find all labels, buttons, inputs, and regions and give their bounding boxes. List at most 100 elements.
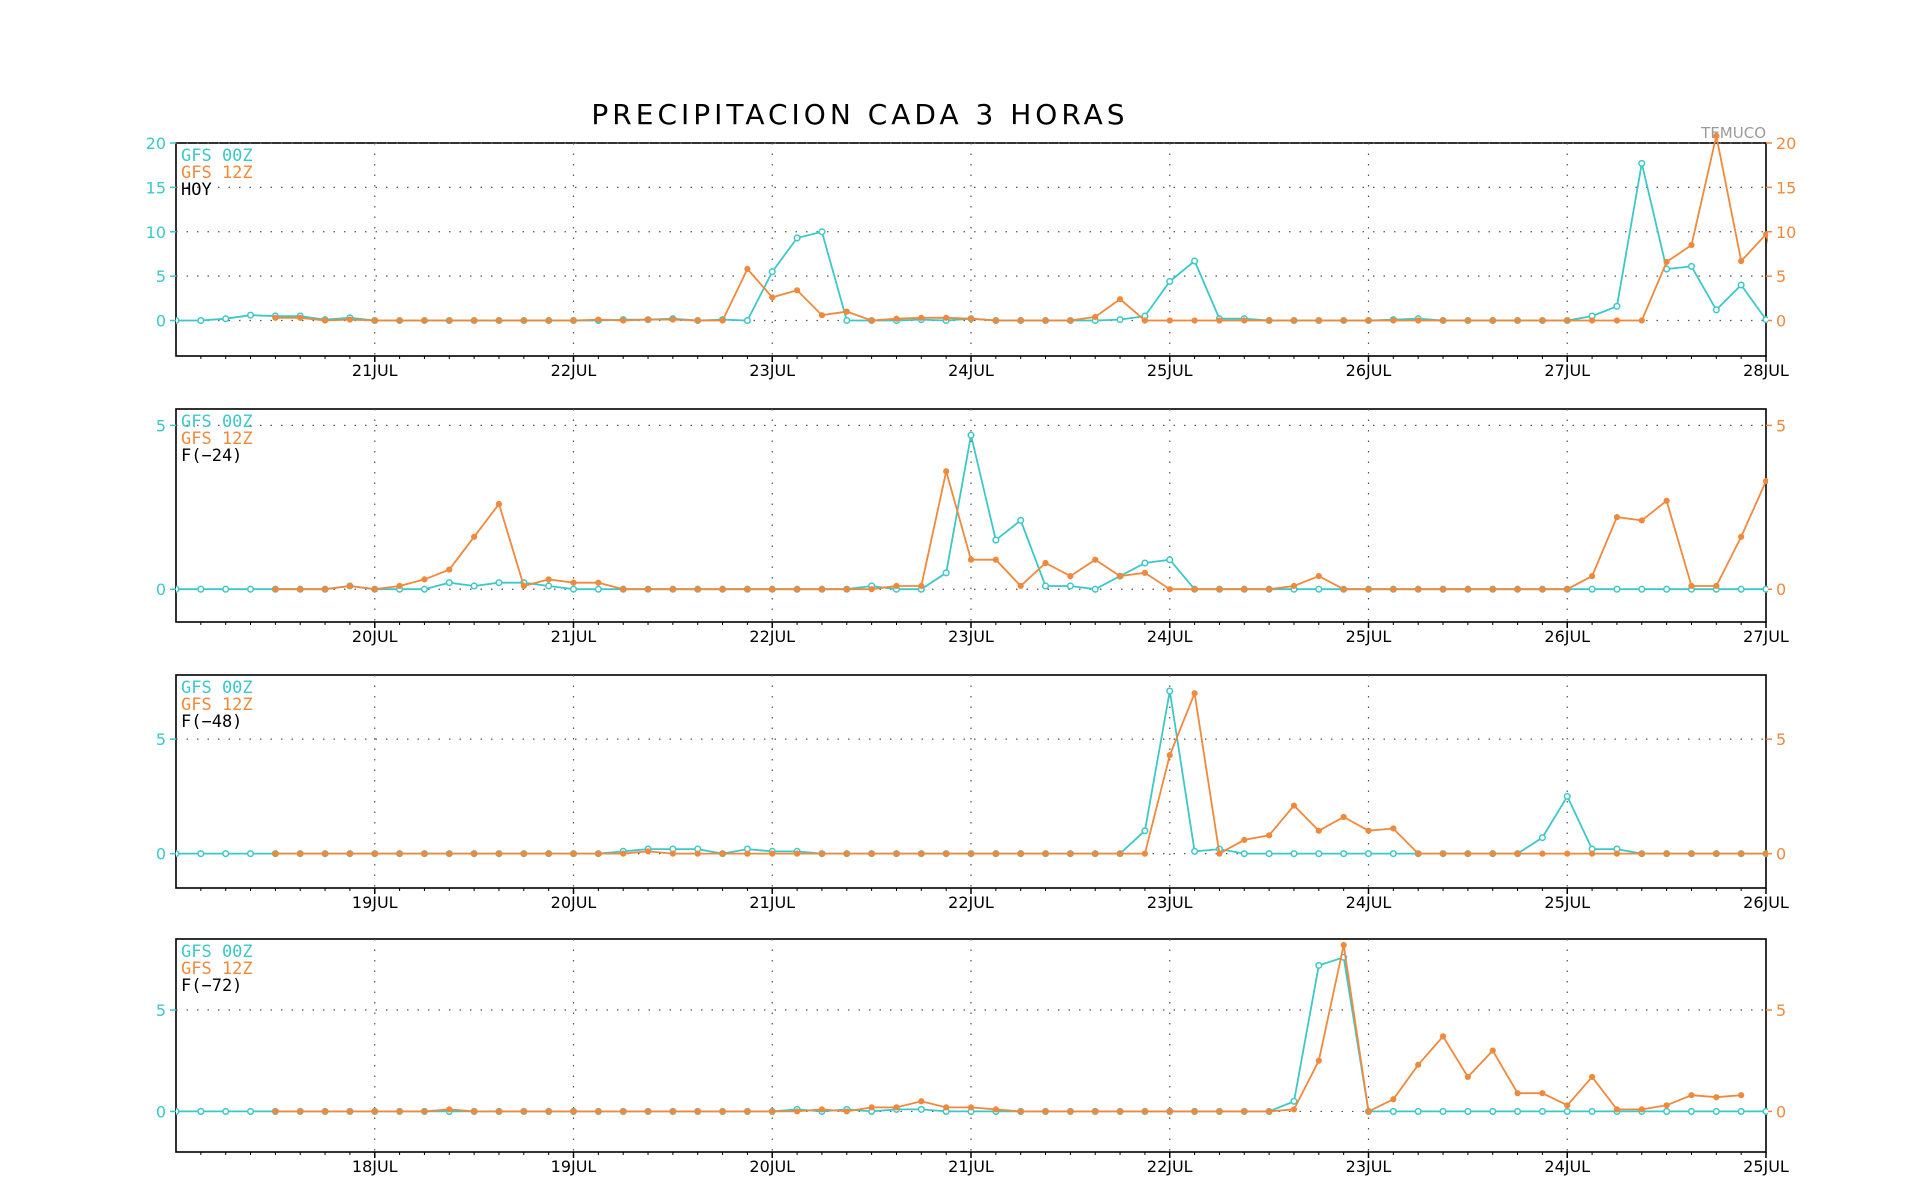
data-point [272,586,279,593]
data-point [1713,132,1720,139]
data-point [1067,573,1074,580]
data-point [1116,850,1124,857]
data-point [1663,497,1670,504]
x-tick-label: 19JUL [352,893,398,912]
data-point [495,579,503,587]
data-point [744,1108,751,1115]
data-point [371,1108,378,1115]
data-point [1564,1102,1571,1109]
data-point [520,1108,527,1115]
data-point [1017,850,1024,857]
data-point [1464,317,1471,324]
data-point [1439,850,1447,857]
data-point [197,316,205,325]
y-tick-label-left: 10 [146,223,166,242]
data-point [893,850,900,857]
data-point [1340,850,1348,858]
data-point [719,1108,726,1115]
data-point [967,850,975,857]
data-point [818,228,826,236]
data-point [1737,1107,1745,1115]
data-point [1017,1108,1024,1115]
data-point [197,585,205,593]
data-point [744,265,751,273]
x-tick-label: 25JUL [1346,627,1392,646]
data-point [570,850,577,857]
data-point [769,1108,776,1115]
x-tick-label: 25JUL [1544,893,1590,912]
data-point [570,317,577,324]
data-point [1538,834,1546,842]
data-point [1092,313,1099,321]
station-label: TEMUCO [1700,124,1766,142]
data-point [967,1104,975,1111]
data-point [321,1108,329,1115]
data-point [346,316,354,323]
data-point [197,1107,205,1115]
data-point [917,1105,925,1113]
data-point [620,586,627,593]
data-point [1364,850,1373,858]
data-point [768,268,776,276]
data-point [570,579,577,586]
y-tick-label-right: 0 [1776,312,1786,331]
y-tick-label-left: 0 [156,312,166,331]
data-point [1688,1092,1695,1099]
data-point [1613,514,1621,521]
data-point [1290,850,1298,858]
data-point [1389,1107,1397,1115]
data-point [943,468,950,475]
data-point [1191,317,1198,324]
data-point [1688,241,1695,249]
data-point [1713,850,1720,857]
data-point [620,1108,627,1115]
x-tick-label: 22JUL [551,361,597,380]
data-point [1613,302,1621,310]
data-point [545,576,552,583]
data-point [1042,559,1049,567]
data-point [1738,1092,1745,1099]
data-point [520,317,527,324]
data-point [918,850,925,857]
data-point [421,850,428,857]
data-point [1788,314,1794,320]
data-point [868,586,875,593]
data-point [520,582,527,590]
data-point [1166,556,1174,564]
data-point [943,850,950,857]
data-point [1017,317,1024,324]
data-point [1439,586,1447,593]
series-gfs-00z [176,687,1768,858]
series-gfs-12z [272,689,1768,857]
data-point [321,850,329,857]
panel-2: 20JUL 21JUL 22JUL 23JUL 24JUL 25JUL 26JUL 27JUL… [156,408,1789,646]
data-point [1166,687,1174,695]
data-point [769,850,776,857]
data-point [992,536,1000,544]
x-tick-label: 27JUL [1544,361,1590,380]
data-point [1315,573,1322,580]
data-point [595,316,602,323]
data-point [644,848,652,855]
data-point [1712,306,1720,314]
data-point [421,1108,428,1115]
data-point [1762,316,1768,324]
data-point [595,850,602,857]
data-point [1216,850,1223,857]
x-tick-label: 20JUL [749,1157,795,1176]
data-point [694,317,701,324]
data-point [1315,850,1323,858]
data-point [1713,582,1720,590]
x-tick-label: 20JUL [551,893,597,912]
data-point [1017,582,1024,590]
x-tick-label: 25JUL [1147,361,1193,380]
data-point [1738,850,1745,857]
data-point [942,569,950,577]
data-point [1066,582,1074,590]
data-point [1588,1073,1596,1081]
data-point [1389,850,1397,858]
series-gfs-00z [176,431,1768,593]
data-point [1116,1108,1124,1115]
data-point [1613,850,1621,857]
data-point [1166,317,1173,324]
